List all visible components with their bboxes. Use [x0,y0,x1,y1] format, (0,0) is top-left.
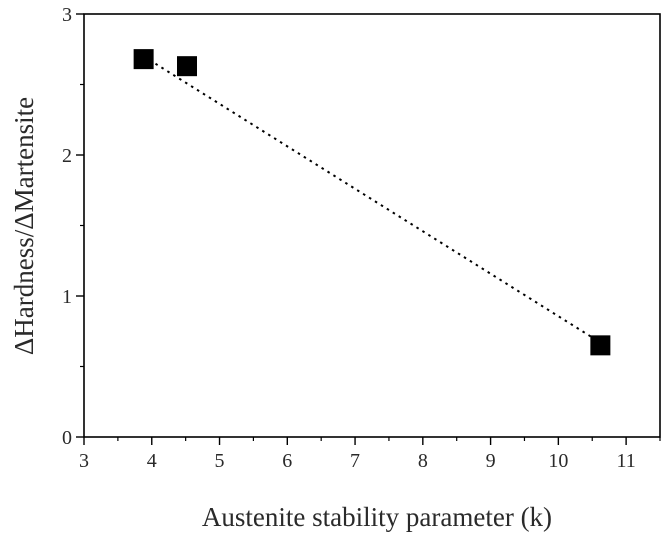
trendline [143,55,601,344]
x-tick-label: 4 [147,450,157,472]
y-tick-label: 1 [62,286,72,308]
x-tick-label: 3 [79,450,89,472]
x-tick-label: 8 [418,450,428,472]
data-points [133,49,611,356]
x-axis-title: Austenite stability parameter (k) [202,502,552,532]
trendline-layer [143,55,601,344]
tick-labels: 3 4 5 6 7 8 9 10 11 0 1 2 3 [62,4,636,472]
y-tick-label: 0 [62,427,72,449]
data-point [133,49,154,70]
y-tick-label: 3 [62,4,72,26]
y-axis-title: ΔHardness/ΔMartensite [9,97,39,355]
data-point [177,56,198,77]
axis-ticks [76,13,661,445]
x-tick-label: 7 [350,450,360,472]
y-tick-label: 2 [62,145,72,167]
x-tick-label: 11 [616,450,635,472]
x-tick-label: 10 [548,450,568,472]
data-point [590,335,611,356]
x-tick-label: 9 [486,450,496,472]
x-tick-label: 5 [215,450,225,472]
plot-frame [83,13,661,438]
x-tick-label: 6 [282,450,292,472]
